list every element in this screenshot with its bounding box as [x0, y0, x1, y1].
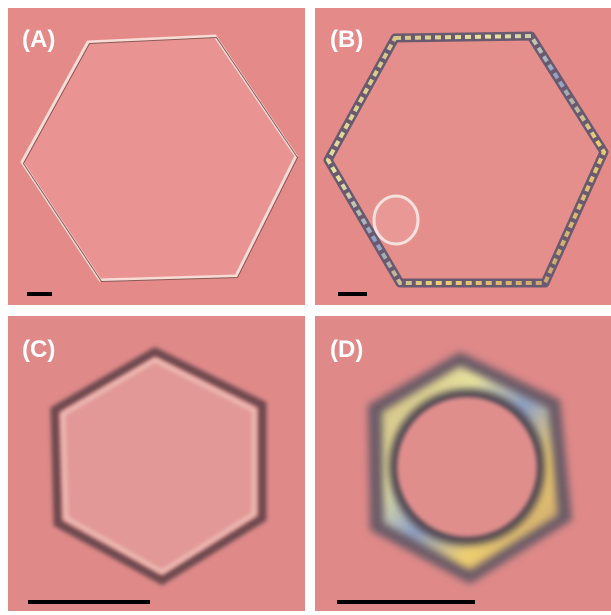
crystal-inner — [61, 358, 256, 574]
panel-b: (B) — [315, 8, 611, 305]
panel-label: (A) — [22, 26, 55, 53]
panel-label: (C) — [22, 336, 55, 363]
panel-c: (C) — [8, 316, 305, 611]
panel-label: (B) — [330, 26, 363, 53]
panel-label: (D) — [330, 336, 363, 363]
scale-bar — [338, 292, 367, 296]
ring-hole — [397, 397, 537, 537]
crystal — [20, 34, 298, 282]
panel-d: (D) — [315, 316, 611, 611]
scale-bar — [27, 292, 52, 296]
bubble — [372, 194, 420, 246]
scale-bar — [28, 600, 150, 604]
panel-a: (A) — [8, 8, 305, 305]
crystal-edge — [22, 36, 299, 283]
crystal-edge — [325, 33, 607, 285]
scale-bar — [337, 600, 475, 604]
